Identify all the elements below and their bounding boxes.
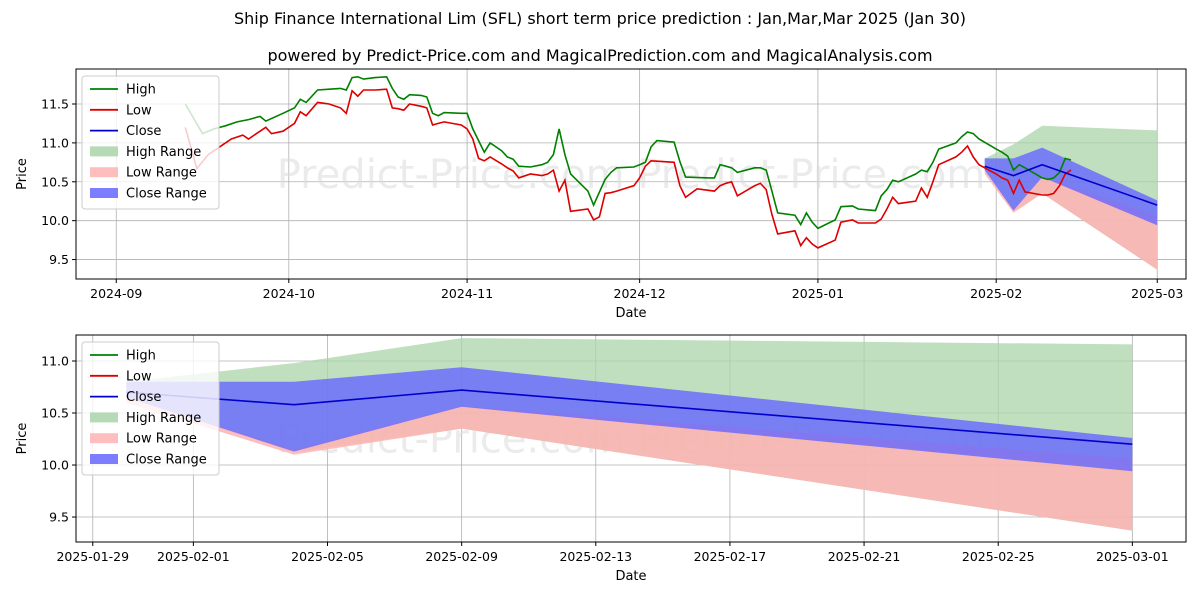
x-tick-label: 2025-02-09 (425, 549, 498, 564)
chart-subtitle: powered by Predict-Price.com and Magical… (267, 46, 933, 65)
x-tick-label: 2024-10 (263, 286, 315, 301)
x-axis-label: Date (615, 569, 646, 584)
legend-label: High (126, 349, 156, 364)
legend-swatch-5 (90, 188, 118, 198)
y-tick-label: 10.5 (41, 406, 69, 421)
plot-area (184, 75, 1158, 270)
y-tick-label: 10.0 (41, 458, 69, 473)
x-tick-label: 2025-02-01 (157, 549, 230, 564)
x-axis-label: Date (615, 306, 646, 321)
y-axis-label: Price (15, 423, 30, 455)
legend-swatch-3 (90, 412, 118, 423)
y-tick-label: 9.5 (49, 510, 69, 525)
close-range-band (984, 147, 1158, 226)
legend: High Low Close High Range Low Range Close Ran… (81, 75, 220, 210)
high-series-line (184, 75, 1072, 230)
x-tick-label: 2025-02-25 (962, 549, 1035, 564)
legend-label: Low (126, 369, 152, 384)
legend-label: Close Range (126, 187, 207, 202)
y-axis-label: Price (15, 158, 30, 190)
y-tick-label: 10.5 (41, 174, 69, 189)
y-tick-label: 9.5 (49, 252, 69, 267)
x-tick-label: 2024-12 (614, 286, 666, 301)
x-tick-label: 2025-02-21 (828, 549, 901, 564)
x-tick-label: 2024-11 (441, 286, 493, 301)
y-tick-label: 11.0 (41, 135, 69, 150)
x-tick-label: 2025-02-05 (291, 549, 364, 564)
legend-label: Close Range (126, 453, 207, 468)
y-tick-label: 11.5 (41, 97, 69, 112)
legend-label: Low (126, 103, 152, 118)
low-range-band (984, 170, 1158, 270)
y-tick-label: 10.0 (41, 213, 69, 228)
x-tick-label: 2025-02-17 (694, 549, 767, 564)
chart-panel-2: Predict-Price.com Predict-Price.com2025-… (15, 334, 1187, 584)
legend: High Low Close High Range Low Range Close Ran… (81, 341, 220, 476)
x-tick-label: 2025-03-01 (1096, 549, 1169, 564)
legend-label: High Range (126, 411, 201, 426)
low-series-line (184, 88, 1072, 249)
axes-frame (75, 334, 1187, 543)
axes-frame (75, 68, 1187, 280)
legend-swatch-4 (90, 433, 118, 444)
close-series-line (984, 163, 1158, 206)
legend-label: High Range (126, 145, 201, 160)
legend-label: Close (126, 124, 161, 139)
legend-label: Low Range (126, 166, 197, 181)
x-tick-label: 2025-02 (970, 286, 1022, 301)
low-range-band (126, 397, 1133, 531)
x-tick-label: 2025-02-13 (559, 549, 632, 564)
legend-swatch-4 (90, 167, 118, 178)
close-range-band (126, 367, 1133, 472)
x-tick-label: 2025-01 (792, 286, 844, 301)
plot-area (126, 338, 1133, 531)
x-tick-label: 2025-03 (1131, 286, 1183, 301)
chart-title: Ship Finance International Lim (SFL) sho… (233, 9, 967, 28)
x-tick-label: 2024-09 (90, 286, 142, 301)
x-tick-label: 2025-01-29 (56, 549, 129, 564)
legend-swatch-3 (90, 146, 118, 157)
legend-swatch-5 (90, 454, 118, 464)
legend-label: Low Range (126, 432, 197, 447)
chart-panel-1: Predict-Price.com Predict-Price.com 2024-… (15, 68, 1187, 321)
legend-label: High (126, 83, 156, 98)
legend-label: Close (126, 390, 161, 405)
watermark-text: Predict-Price.com Predict-Price.com (277, 152, 986, 198)
y-tick-label: 11.0 (41, 354, 69, 369)
